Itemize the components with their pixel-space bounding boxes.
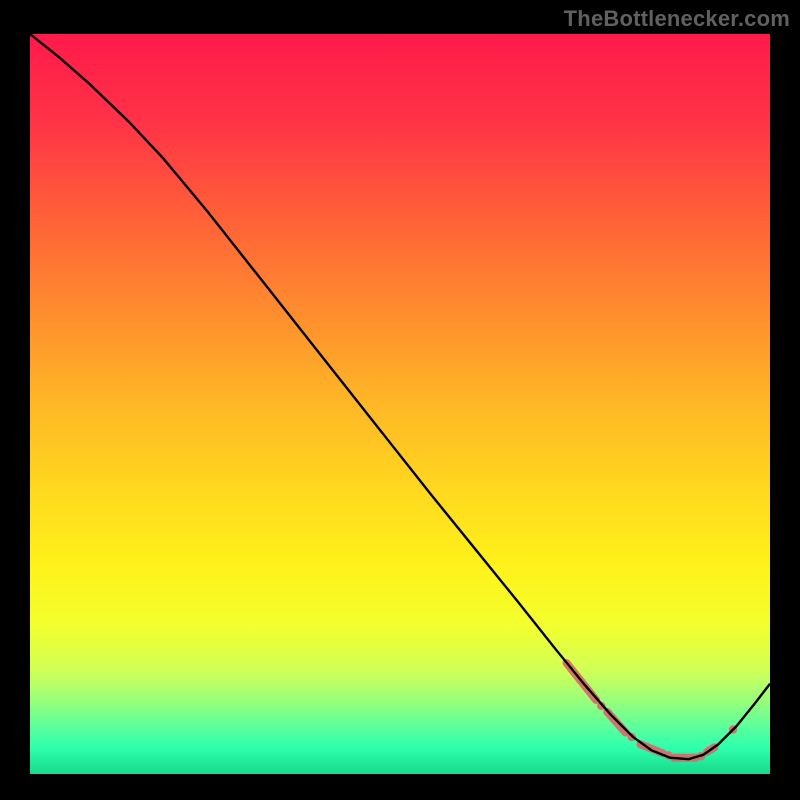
bottleneck-curve xyxy=(30,34,770,759)
watermark-text: TheBottlenecker.com xyxy=(564,6,790,32)
chart-frame: TheBottlenecker.com xyxy=(0,0,800,800)
plot-overlay xyxy=(30,34,770,774)
highlight-dots xyxy=(597,702,737,761)
plot-area xyxy=(30,34,770,774)
